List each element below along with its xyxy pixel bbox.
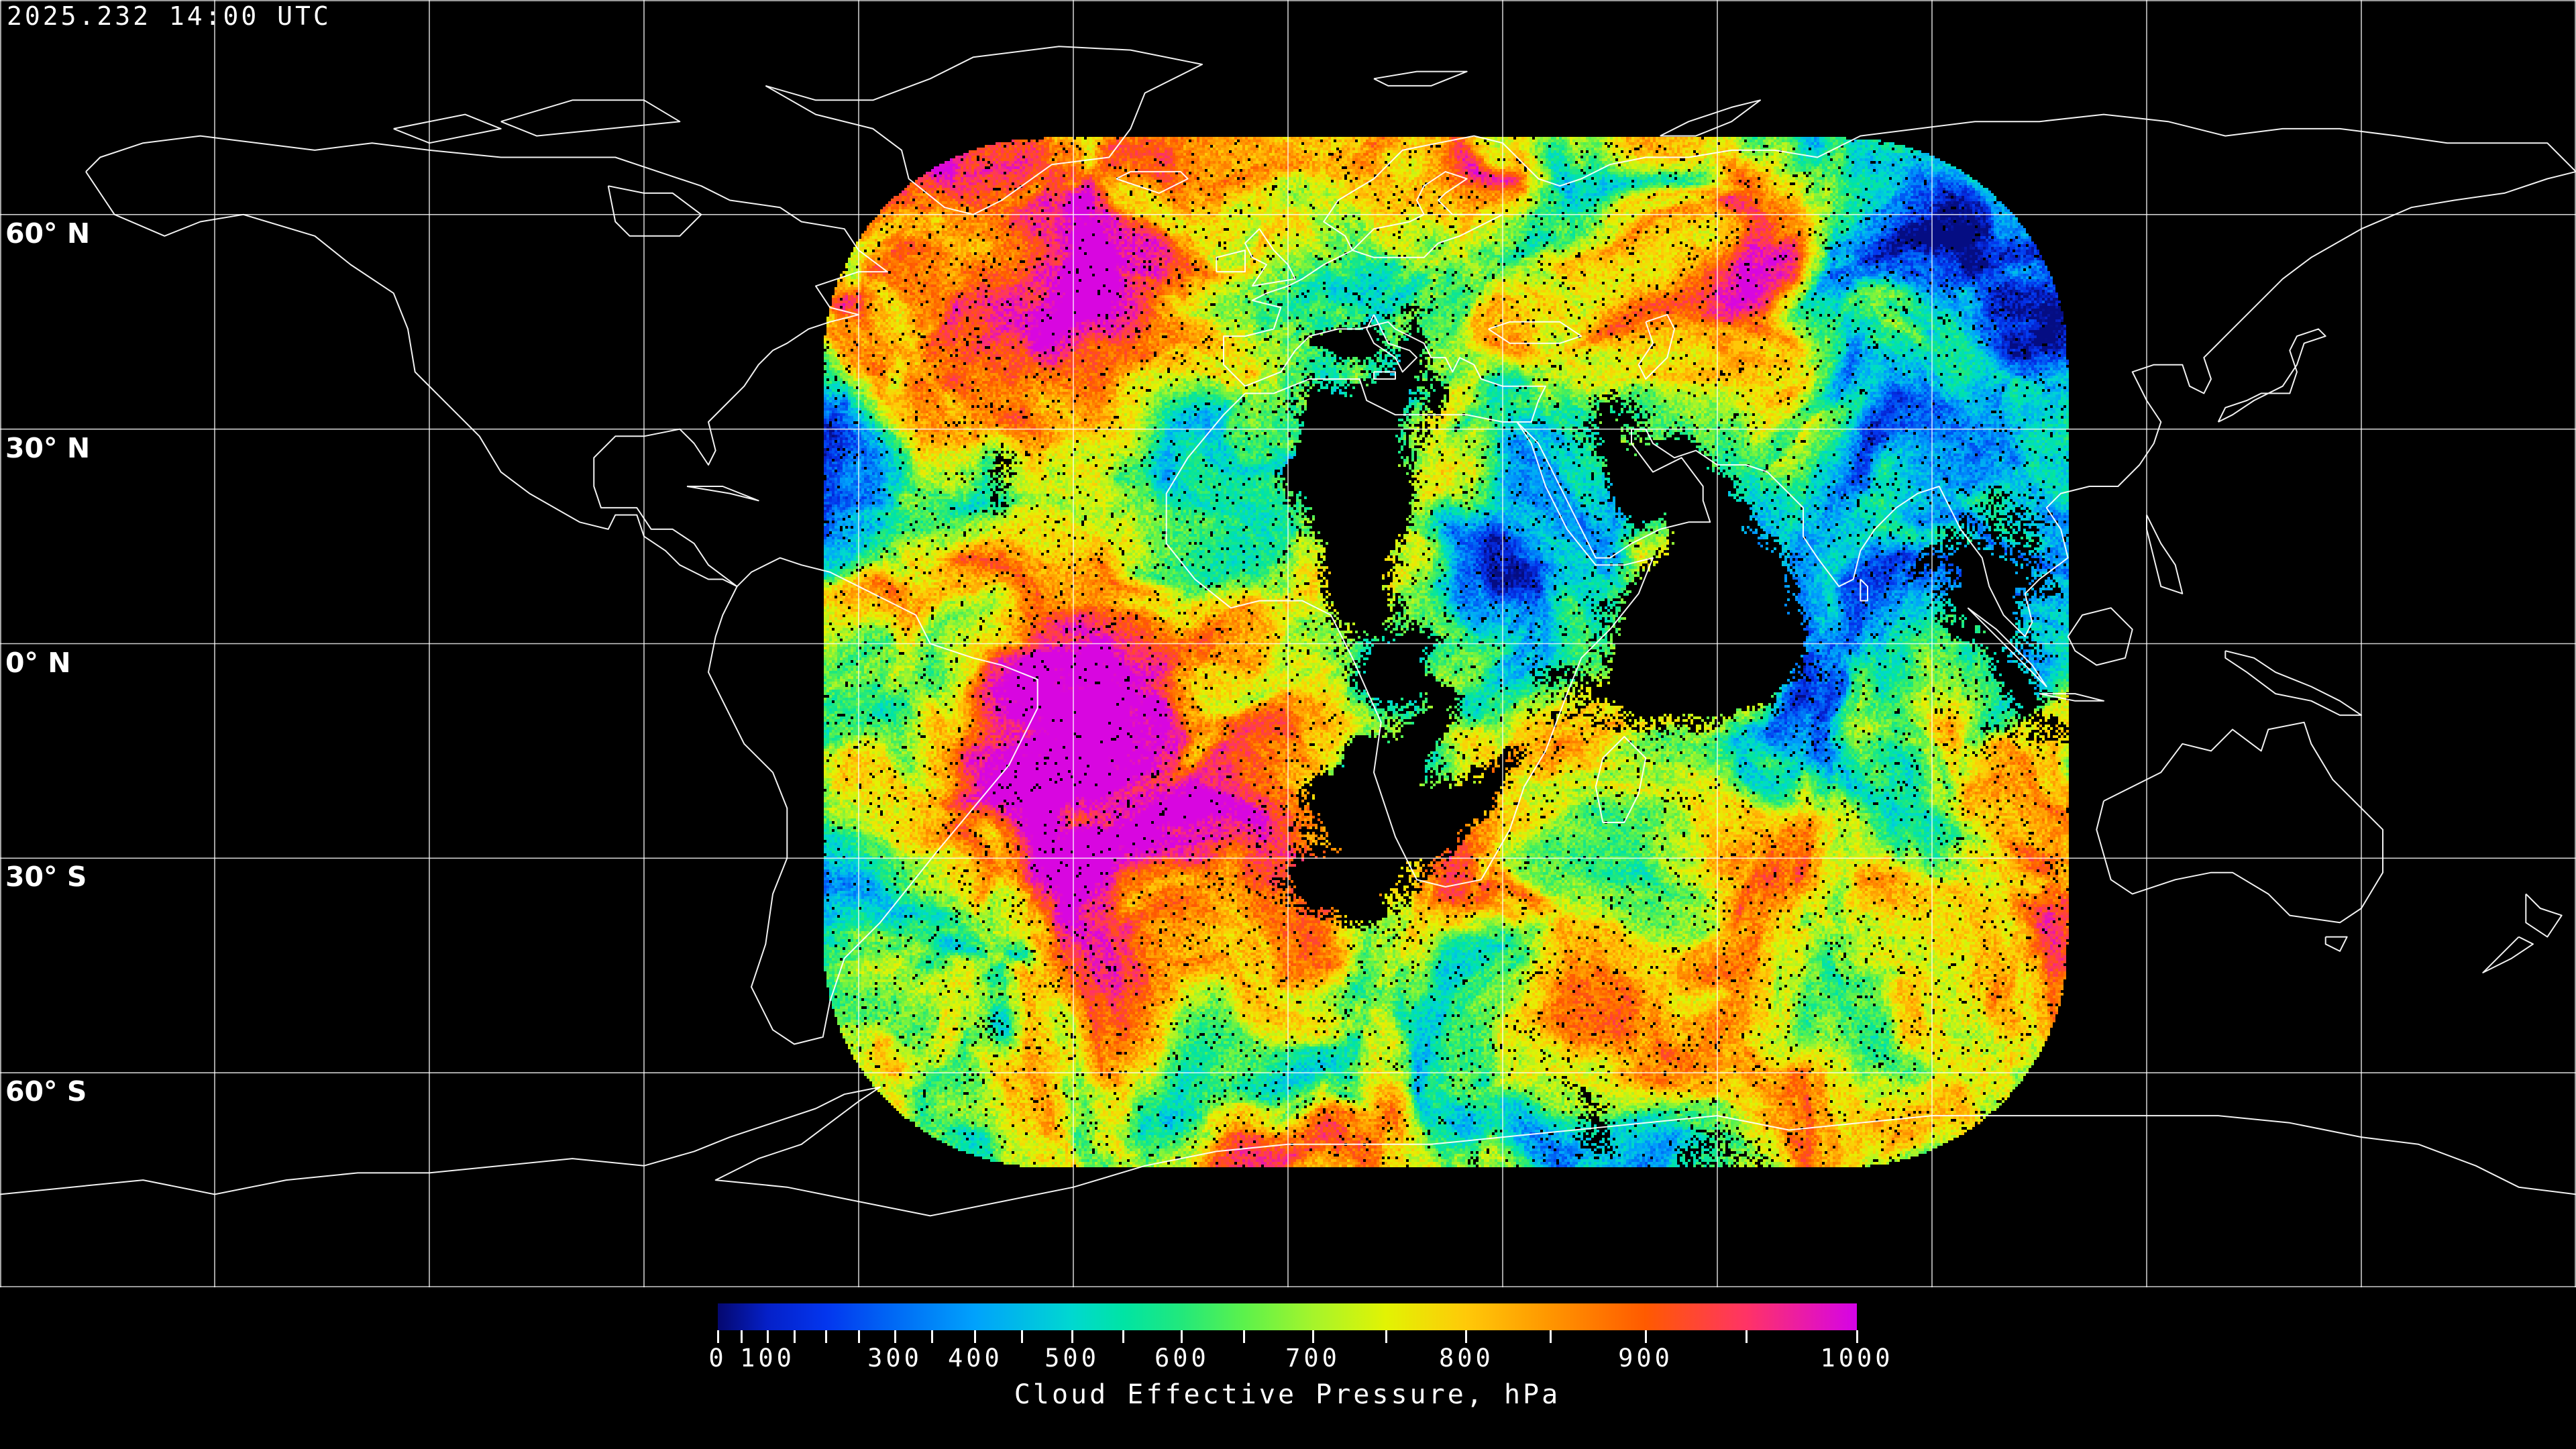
coastline-philippines (2146, 515, 2184, 594)
coastline-arctic_islands_2 (393, 113, 502, 144)
colorbar-tick (716, 1330, 719, 1343)
coastline-java (2039, 693, 2104, 702)
colorbar-tick-label: 300 (867, 1344, 922, 1373)
colorbar-tick (794, 1330, 796, 1343)
coastline-nz_south (2482, 936, 2534, 973)
colorbar-tick (1465, 1330, 1468, 1343)
coastline-north_america (85, 135, 888, 588)
colorbar-tick-label: 100 (740, 1344, 795, 1373)
coastline-uk (1244, 228, 1296, 287)
colorbar-tick-label: 900 (1618, 1344, 1673, 1373)
coastline-sri_lanka (1860, 578, 1868, 602)
coastline-nz_north (2525, 893, 2563, 938)
colorbar-tick (1644, 1330, 1647, 1343)
colorbar-tick (1746, 1330, 1748, 1343)
coastline-black_sea (1488, 321, 1582, 344)
colorbar-tick (1856, 1330, 1858, 1343)
colorbar-tick (1020, 1330, 1023, 1343)
colorbar-tick-label: 700 (1285, 1344, 1340, 1373)
colorbar-tick (1181, 1330, 1183, 1343)
colorbar: 0 100 300 400 500 600 700 800 900 1000 (708, 1303, 1890, 1373)
colorbar-tick-label: 0 (708, 1344, 727, 1373)
coastline-baltic (1352, 170, 1503, 258)
colorbar-gradient (718, 1303, 1857, 1330)
colorbar-tick (1122, 1330, 1125, 1343)
colorbar-tick-label: 800 (1439, 1344, 1494, 1373)
latitude-label: 60° N (5, 217, 91, 250)
coastline-borneo (2067, 607, 2133, 666)
coastline-sicily (1373, 371, 1396, 380)
coastline-south_america (708, 557, 1038, 1045)
colorbar-tick (1243, 1330, 1246, 1343)
colorbar-tick (825, 1330, 828, 1343)
colorbar-title: Cloud Effective Pressure, hPa (1014, 1379, 1561, 1410)
latitude-label: 0° N (5, 646, 71, 679)
colorbar-tick (1385, 1330, 1387, 1343)
colorbar-tick-label: 500 (1044, 1344, 1099, 1373)
colorbar-tick (741, 1330, 743, 1343)
colorbar-tick-label: 1000 (1820, 1344, 1894, 1373)
colorbar-tick (974, 1330, 977, 1343)
coastline-australia (2096, 721, 2383, 924)
latitude-label: 30° S (5, 861, 87, 894)
colorbar-tick (1311, 1330, 1314, 1343)
coastline-sumatra (1967, 607, 2047, 688)
coastline-iceland (1116, 170, 1189, 194)
coastline-italy (1366, 314, 1417, 373)
coastline-greenland (765, 46, 1203, 215)
coastline-tasmania (2324, 936, 2348, 952)
timestamp: 2025.232 14:00 UTC (7, 1, 331, 31)
coastline-svalbard (1373, 70, 1468, 87)
coastline-antarctica (0, 1086, 2576, 1217)
colorbar-tick (894, 1330, 896, 1343)
coastline-arctic_islands_1 (500, 99, 681, 137)
coastline-africa (1165, 378, 1654, 888)
coastline-new_guinea (2224, 650, 2362, 716)
colorbar-tick-label: 600 (1155, 1344, 1210, 1373)
coastline-caspian (1638, 314, 1675, 380)
colorbar-tick (766, 1330, 769, 1343)
colorbar-tick (857, 1330, 860, 1343)
colorbar-tick (1550, 1330, 1552, 1343)
colorbar-tick (1071, 1330, 1073, 1343)
coastline-eurasia (1223, 113, 2576, 637)
colorbar-tick (930, 1330, 933, 1343)
coastline-japan (2217, 328, 2326, 423)
colorbar-tick-label: 400 (947, 1344, 1003, 1373)
coastline-madagascar (1595, 736, 1647, 823)
coastline-ireland (1216, 250, 1246, 273)
latitude-label: 60° S (5, 1075, 87, 1108)
coastline-cuba (686, 486, 759, 502)
coastline-novaya_zemlya (1660, 99, 1761, 137)
coastline-hudson_bay (607, 185, 702, 237)
latitude-label: 30° N (5, 431, 91, 464)
